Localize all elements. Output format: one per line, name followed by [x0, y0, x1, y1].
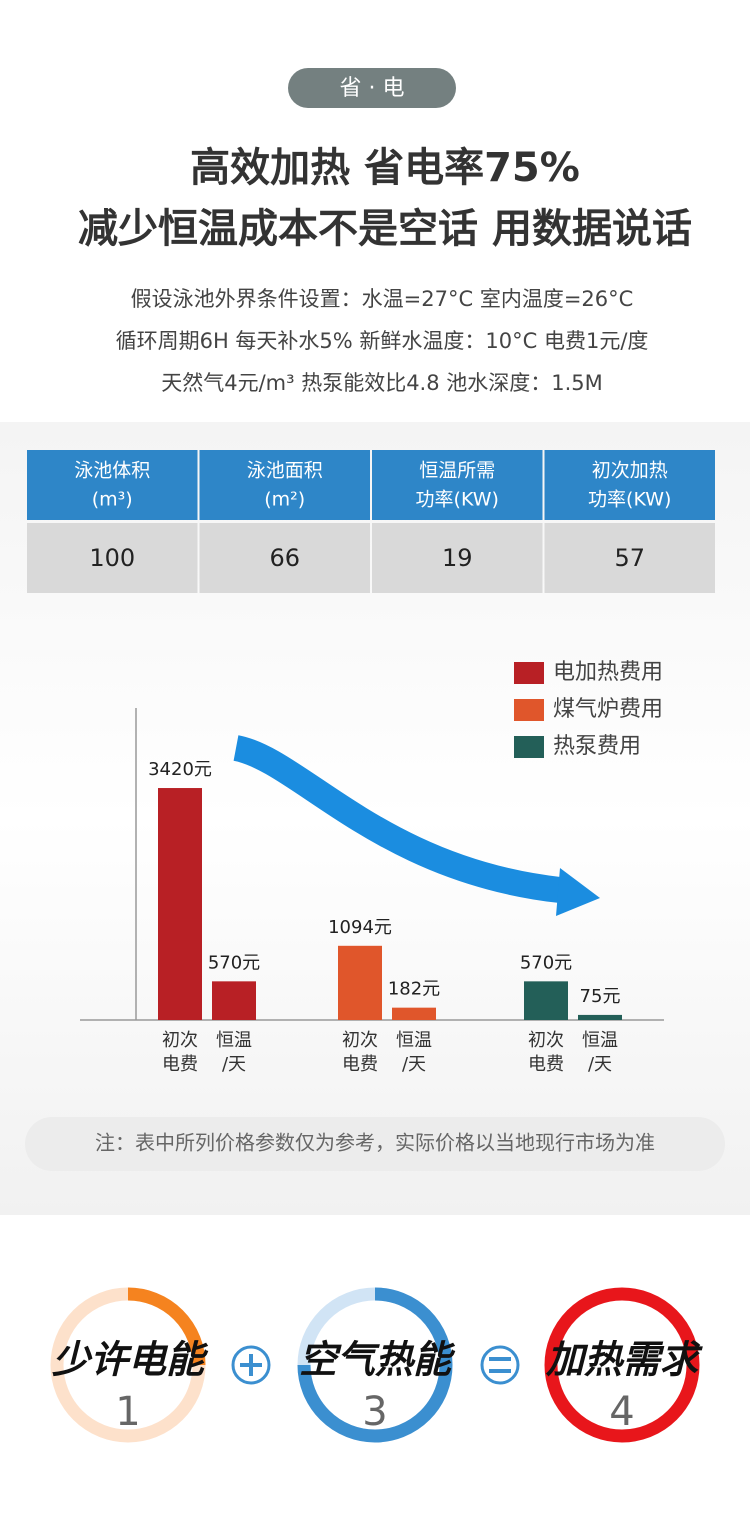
headline: 减少恒温成本不是空话 用数据说话: [78, 206, 692, 252]
equation-number: 3: [362, 1389, 387, 1435]
condition: 天然气4元/m³ 热泵能效比4.8 池水深度：1.5M: [161, 371, 603, 395]
headline: 高效加热 省电率75%: [190, 145, 580, 191]
header-text: 恒温所需: [419, 460, 495, 482]
header-cell: [27, 450, 198, 520]
plus-icon: [231, 1345, 271, 1385]
header-text: 初次加热: [592, 460, 668, 482]
value-label: 3420元: [148, 759, 212, 780]
equation-label: 空气热能: [299, 1338, 456, 1382]
x-tick-label: 电费: [162, 1054, 198, 1075]
x-tick-label: 恒温: [216, 1030, 252, 1051]
value-label: 1094元: [328, 917, 392, 938]
table-cell: [199, 523, 370, 593]
x-tick-label: /天: [588, 1054, 612, 1075]
header-cell: [199, 450, 370, 520]
x-tick-label: 电费: [528, 1054, 564, 1075]
x-tick-label: 初次: [162, 1030, 198, 1051]
legend-swatch: [514, 736, 544, 758]
legend-swatch: [514, 662, 544, 684]
condition: 循环周期6H 每天补水5% 新鲜水温度：10°C 电费1元/度: [116, 329, 649, 353]
value-label: 182元: [388, 979, 440, 1000]
equation-label: 加热需求: [545, 1338, 703, 1382]
ring: [544, 1287, 700, 1443]
ring-arc: [297, 1287, 453, 1443]
plus-sign: [240, 1354, 262, 1376]
equation-number: 4: [609, 1389, 634, 1435]
x-tick-label: 恒温: [396, 1030, 432, 1051]
badge: 省 · 电: [340, 76, 405, 101]
x-tick-label: 初次: [342, 1030, 378, 1051]
bar: [158, 788, 202, 1020]
header-text: 泳池面积: [247, 460, 323, 482]
table-cell: [544, 523, 715, 593]
x-tick-label: 恒温: [582, 1030, 618, 1051]
header-text: 功率(KW): [416, 489, 499, 511]
header-cell: [372, 450, 543, 520]
legend-label: 热泵费用: [553, 734, 641, 759]
bar: [212, 981, 256, 1020]
equation-rings: [50, 1287, 700, 1443]
value-label: 75元: [580, 986, 621, 1007]
cell-text: 66: [269, 544, 300, 572]
x-tick-label: /天: [222, 1054, 246, 1075]
value-label: 570元: [208, 952, 260, 973]
legend-label: 煤气炉费用: [553, 697, 663, 722]
legend-swatch: [514, 699, 544, 721]
bar: [578, 1014, 622, 1020]
ring-arc: [127, 1287, 206, 1366]
header-cell: [544, 450, 715, 520]
cell-text: 100: [89, 544, 135, 572]
header-text: (m²): [264, 489, 305, 511]
equals-sign: [489, 1357, 511, 1373]
note: 注：表中所列价格参数仅为参考，实际价格以当地现行市场为准: [95, 1131, 655, 1155]
note-bg: [25, 1117, 725, 1171]
bar: [392, 1007, 436, 1020]
equation-number: 1: [115, 1389, 140, 1435]
bar: [338, 945, 382, 1020]
bar: [524, 981, 568, 1020]
equals-icon: [480, 1345, 520, 1385]
trend-arrow: [232, 735, 562, 903]
x-tick-label: 初次: [528, 1030, 564, 1051]
header-text: 泳池体积: [74, 460, 150, 482]
x-tick-label: /天: [402, 1054, 426, 1075]
table-cell: [27, 523, 198, 593]
condition: 假设泳池外界条件设置：水温=27°C 室内温度=26°C: [131, 287, 634, 311]
arrow-head: [556, 868, 600, 916]
cell-text: 57: [614, 544, 645, 572]
value-label: 570元: [520, 952, 572, 973]
header-text: 功率(KW): [588, 489, 671, 511]
table-cell: [372, 523, 543, 593]
cell-text: 19: [442, 544, 473, 572]
header-text: (m³): [92, 489, 133, 511]
equation-label: 少许电能: [52, 1338, 209, 1382]
x-tick-label: 电费: [342, 1054, 378, 1075]
equation-text: 少许电能 1 空气热能 3 加热需求 4: [52, 1338, 703, 1436]
badge-bg: [288, 68, 456, 108]
legend-label: 电加热费用: [553, 660, 663, 685]
